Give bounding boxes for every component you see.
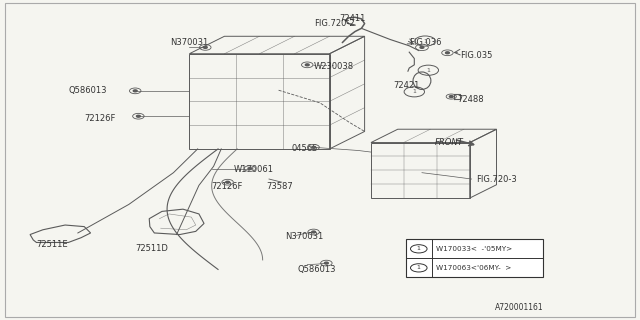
- Circle shape: [133, 90, 137, 92]
- Text: FIG.035: FIG.035: [460, 51, 493, 60]
- Text: 72126F: 72126F: [84, 114, 116, 123]
- Circle shape: [324, 262, 328, 264]
- Text: 1: 1: [417, 265, 420, 270]
- Text: 72126F: 72126F: [212, 182, 243, 191]
- Circle shape: [312, 231, 316, 233]
- Text: 72488: 72488: [457, 95, 484, 104]
- Text: Q586013: Q586013: [68, 86, 107, 95]
- Text: 72511E: 72511E: [36, 240, 68, 249]
- Text: FIG.720-3: FIG.720-3: [476, 174, 517, 184]
- Text: FRONT: FRONT: [435, 138, 463, 147]
- Circle shape: [136, 115, 140, 117]
- Text: W170033<  -'05MY>: W170033< -'05MY>: [436, 246, 512, 252]
- Text: 04565: 04565: [291, 144, 317, 153]
- Text: FIG.036: FIG.036: [409, 38, 442, 47]
- Text: 72511D: 72511D: [135, 244, 168, 253]
- Text: W170063<'06MY-  >: W170063<'06MY- >: [436, 265, 511, 271]
- Text: W170061: W170061: [234, 165, 274, 174]
- Circle shape: [248, 168, 252, 170]
- Text: Q586013: Q586013: [298, 265, 336, 274]
- Text: 1: 1: [423, 38, 427, 44]
- Circle shape: [449, 96, 453, 98]
- Text: N370031: N370031: [285, 232, 323, 241]
- Circle shape: [204, 46, 207, 48]
- Text: 73587: 73587: [266, 182, 292, 191]
- Circle shape: [312, 146, 316, 148]
- Text: 72421: 72421: [394, 81, 420, 90]
- Text: 1: 1: [417, 246, 420, 251]
- Text: N370031: N370031: [170, 38, 209, 47]
- Text: 1: 1: [426, 68, 430, 73]
- Text: FIG.720-2: FIG.720-2: [314, 19, 355, 28]
- Text: 72411: 72411: [339, 14, 365, 23]
- FancyBboxPatch shape: [406, 239, 543, 277]
- Circle shape: [305, 64, 309, 66]
- Text: A720001161: A720001161: [495, 303, 544, 312]
- Circle shape: [226, 181, 230, 183]
- Text: 1: 1: [412, 89, 416, 94]
- Text: W230038: W230038: [314, 62, 354, 71]
- Circle shape: [420, 46, 424, 48]
- Circle shape: [445, 52, 449, 54]
